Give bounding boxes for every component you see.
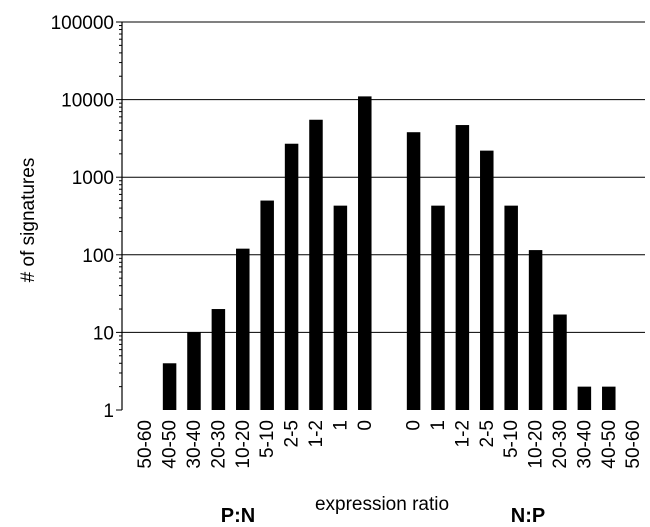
x-tick-label: 2-5 (282, 420, 303, 447)
x-tick-label: 20-30 (208, 420, 229, 469)
y-tick-label: 10 (93, 323, 114, 344)
x-tick-label: 1-2 (306, 420, 327, 447)
y-axis-title: # of signatures (18, 158, 39, 283)
x-tick-label: 50-60 (135, 420, 156, 469)
x-category-labels: 50-60 40-50 30-40 20-30 10-20 5-10 2-5 1-2 1 0 0 1 1… (135, 420, 644, 469)
x-tick-label: 10-20 (526, 420, 547, 469)
x-tick-label: 1 (330, 420, 351, 431)
y-tick-label: 100 (82, 246, 114, 267)
y-tick-labels: 1 10 100 1000 10000 100000 (51, 13, 114, 422)
bars (162, 96, 616, 411)
group-label-np: N:P (511, 505, 545, 527)
bar (211, 309, 226, 410)
x-tick-label: 5-10 (257, 420, 278, 458)
x-tick-label: 20-30 (550, 420, 571, 469)
y-tick-label: 100000 (51, 13, 114, 34)
bar (309, 119, 323, 410)
gridlines (122, 21, 645, 333)
x-tick-label: 40-50 (599, 420, 620, 469)
bar (162, 363, 177, 410)
x-tick-label: 5-10 (501, 420, 522, 458)
bar (431, 205, 445, 410)
x-tick-label: 2-5 (477, 420, 498, 447)
bar (455, 125, 470, 411)
x-tick-label: 1 (428, 420, 449, 431)
axes (116, 21, 123, 411)
x-tick-label: 0 (355, 420, 376, 431)
bar (187, 332, 201, 410)
x-tick-label: 30-40 (184, 420, 205, 469)
bar (236, 248, 250, 410)
bar (504, 205, 518, 410)
bar (528, 250, 543, 410)
x-tick-label: 50-60 (623, 420, 644, 469)
bar (602, 386, 616, 410)
bar (333, 205, 348, 410)
x-tick-label: 1-2 (452, 420, 473, 447)
bar (406, 132, 421, 410)
y-tick-label: 1000 (72, 168, 114, 189)
bar (260, 200, 274, 410)
x-axis-title: expression ratio (315, 494, 449, 515)
y-tick-label: 1 (103, 401, 114, 422)
bar (553, 314, 567, 410)
bar (284, 143, 299, 410)
x-tick-label: 0 (404, 420, 425, 431)
x-tick-label: 10-20 (233, 420, 254, 469)
bar (480, 150, 494, 411)
x-tick-label: 40-50 (160, 420, 181, 469)
group-label-pn: P:N (221, 505, 255, 527)
x-tick-label: 30-40 (574, 420, 595, 469)
bar (358, 96, 372, 410)
bar (577, 386, 592, 410)
y-tick-label: 10000 (61, 91, 114, 112)
